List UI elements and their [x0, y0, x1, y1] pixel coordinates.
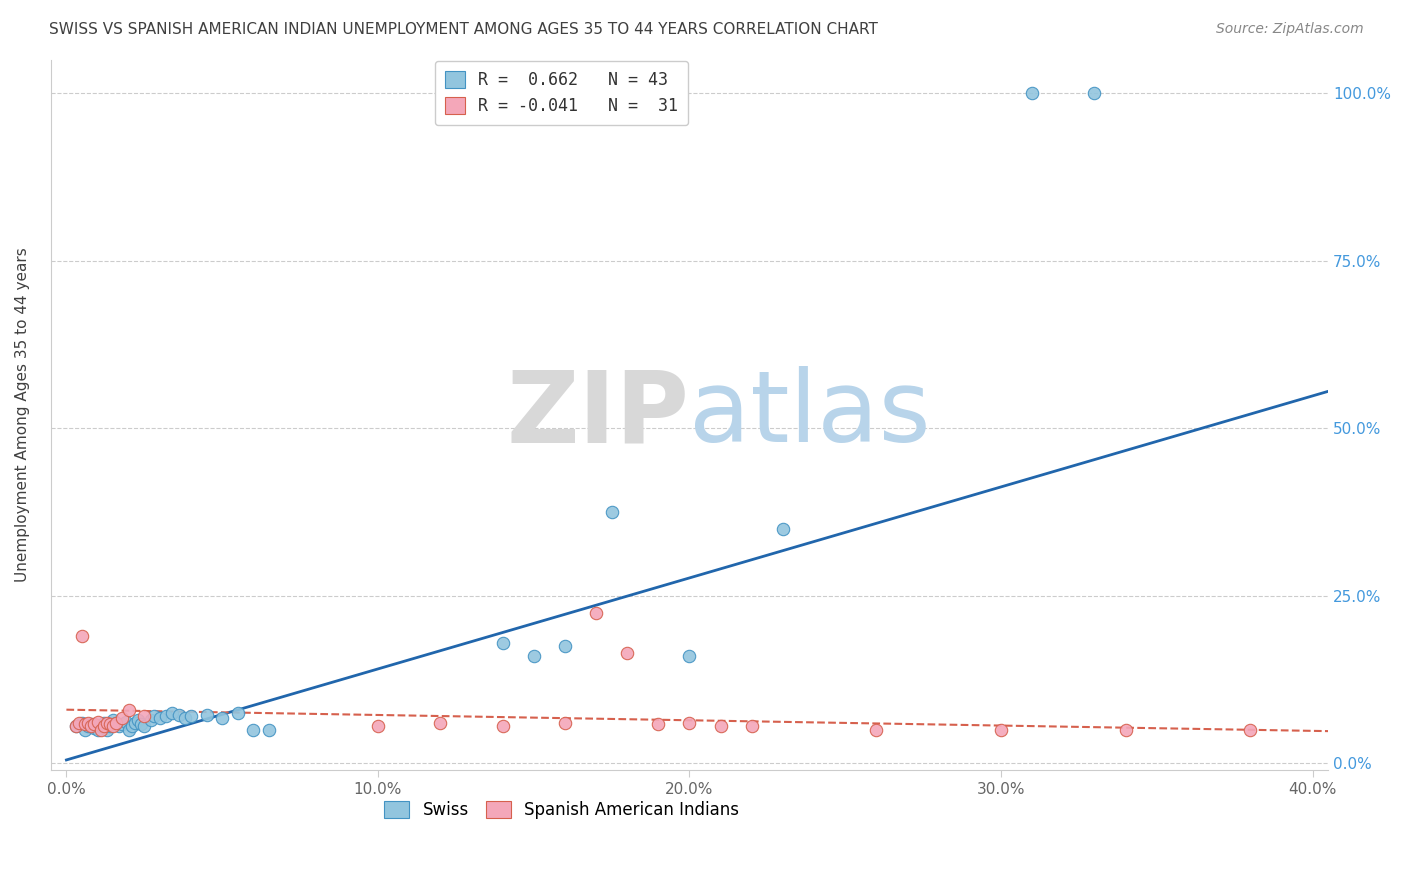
Point — [134, 709, 156, 723]
Point — [118, 723, 141, 737]
Point — [86, 714, 108, 729]
Point — [65, 719, 87, 733]
Point — [155, 709, 177, 723]
Point — [114, 714, 136, 729]
Point — [86, 723, 108, 737]
Point — [647, 717, 669, 731]
Text: ZIP: ZIP — [506, 367, 689, 463]
Point — [118, 703, 141, 717]
Point — [429, 716, 451, 731]
Point — [226, 706, 249, 720]
Point — [98, 719, 121, 733]
Point — [367, 719, 389, 733]
Point — [1115, 723, 1137, 737]
Point — [195, 708, 218, 723]
Point — [491, 635, 513, 649]
Point — [242, 723, 264, 737]
Point — [585, 606, 607, 620]
Point — [554, 639, 576, 653]
Text: SWISS VS SPANISH AMERICAN INDIAN UNEMPLOYMENT AMONG AGES 35 TO 44 YEARS CORRELAT: SWISS VS SPANISH AMERICAN INDIAN UNEMPLO… — [49, 22, 879, 37]
Point — [80, 719, 103, 733]
Point — [96, 723, 118, 737]
Point — [741, 719, 763, 733]
Point — [127, 713, 149, 727]
Point — [554, 716, 576, 731]
Point — [124, 716, 146, 731]
Point — [101, 719, 124, 733]
Point — [990, 723, 1012, 737]
Text: atlas: atlas — [689, 367, 931, 463]
Point — [1021, 86, 1043, 100]
Point — [75, 717, 97, 731]
Point — [90, 723, 112, 737]
Point — [111, 717, 134, 731]
Point — [111, 711, 134, 725]
Point — [616, 646, 638, 660]
Point — [142, 709, 165, 723]
Point — [77, 719, 100, 733]
Point — [67, 716, 90, 731]
Point — [865, 723, 887, 737]
Point — [257, 723, 280, 737]
Text: Source: ZipAtlas.com: Source: ZipAtlas.com — [1216, 22, 1364, 37]
Point — [167, 708, 190, 723]
Point — [523, 649, 546, 664]
Point — [83, 717, 105, 731]
Point — [105, 716, 128, 731]
Point — [678, 716, 700, 731]
Y-axis label: Unemployment Among Ages 35 to 44 years: Unemployment Among Ages 35 to 44 years — [15, 247, 30, 582]
Point — [75, 723, 97, 737]
Point — [108, 719, 131, 733]
Point — [491, 719, 513, 733]
Point — [678, 649, 700, 664]
Point — [1083, 86, 1105, 100]
Point — [77, 716, 100, 731]
Point — [70, 629, 93, 643]
Point — [149, 711, 172, 725]
Point — [772, 522, 794, 536]
Point — [90, 719, 112, 733]
Point — [1239, 723, 1261, 737]
Point — [65, 719, 87, 733]
Point — [211, 711, 233, 725]
Point — [101, 713, 124, 727]
Point — [70, 716, 93, 731]
Point — [96, 716, 118, 731]
Point — [600, 505, 623, 519]
Point — [98, 717, 121, 731]
Point — [162, 706, 184, 720]
Point — [105, 716, 128, 731]
Point — [710, 719, 733, 733]
Point — [139, 713, 162, 727]
Point — [93, 716, 115, 731]
Point — [93, 719, 115, 733]
Point — [134, 719, 156, 733]
Point — [83, 722, 105, 736]
Legend: Swiss, Spanish American Indians: Swiss, Spanish American Indians — [378, 794, 745, 826]
Point — [173, 711, 195, 725]
Point — [180, 709, 202, 723]
Point — [129, 717, 152, 731]
Point — [121, 719, 143, 733]
Point — [80, 717, 103, 731]
